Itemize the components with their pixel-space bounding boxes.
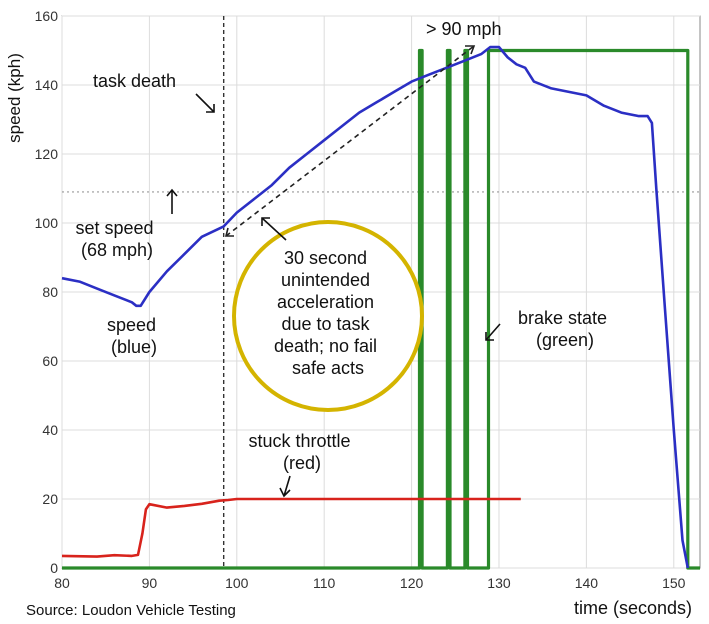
acceleration-dashed-line — [225, 45, 475, 237]
callout-line-5: death; no fail — [274, 336, 377, 356]
y-tick-label: 140 — [35, 77, 59, 93]
arrow-task-death — [195, 93, 215, 113]
y-tick-label: 80 — [42, 284, 58, 300]
acceleration-head-end — [465, 45, 476, 55]
brake-state-label: brake state (green) — [518, 308, 612, 350]
x-tick-label: 120 — [400, 575, 424, 591]
speed-label-line-2: (blue) — [111, 337, 157, 357]
series-group — [61, 45, 700, 570]
y-tick-label: 20 — [42, 491, 58, 507]
set-speed-line-2: (68 mph) — [81, 240, 153, 260]
y-tick-label: 160 — [35, 8, 59, 24]
speed-series-line — [61, 45, 690, 569]
annotation-arrows — [166, 93, 501, 498]
brake-state-line-2: (green) — [536, 330, 594, 350]
callout-line-2: unintended — [281, 270, 370, 290]
arrow-brake — [485, 323, 501, 341]
callout-line-3: acceleration — [277, 292, 374, 312]
x-tick-label: 130 — [487, 575, 511, 591]
brake-state-series-line — [62, 48, 700, 570]
arrow-speed-line-head — [261, 217, 270, 226]
stuck-throttle-line-2: (red) — [283, 453, 321, 473]
tick-labels: 80 90 100 110 120 130 140 150 0 20 40 60 80 100 120 140… — [35, 8, 686, 591]
arrow-set-speed-head — [166, 188, 178, 197]
brake-state-line-1: brake state — [518, 308, 607, 328]
acceleration-arrow — [224, 45, 476, 237]
x-tick-label: 150 — [662, 575, 686, 591]
x-tick-label: 100 — [225, 575, 249, 591]
source-note: Source: Loudon Vehicle Testing — [26, 602, 236, 619]
y-tick-label: 0 — [50, 560, 58, 576]
y-tick-label: 40 — [42, 422, 58, 438]
x-tick-label: 90 — [142, 575, 158, 591]
x-tick-label: 80 — [54, 575, 70, 591]
callout-line-1: 30 second — [284, 248, 367, 268]
callout-line-6: safe acts — [292, 358, 364, 378]
x-axis-title: time (seconds) — [574, 598, 692, 618]
stuck-throttle-line-1: stuck throttle — [248, 431, 350, 451]
x-tick-label: 140 — [575, 575, 599, 591]
speed-label: speed (blue) — [107, 315, 161, 357]
over-90-mph-label: > 90 mph — [426, 19, 502, 39]
arrow-brake-head — [485, 332, 494, 341]
y-axis-title: speed (kph) — [5, 53, 24, 143]
y-tick-label: 100 — [35, 215, 59, 231]
arrow-throttle-head — [279, 487, 291, 498]
y-tick-label: 60 — [42, 353, 58, 369]
set-speed-label: set speed (68 mph) — [75, 218, 158, 260]
set-speed-line-1: set speed — [75, 218, 153, 238]
arrow-task-death-head — [206, 104, 215, 113]
arrow-speed-line — [261, 217, 287, 241]
callout-line-4: due to task — [281, 314, 370, 334]
task-death-label: task death — [93, 71, 176, 91]
grid — [61, 15, 700, 569]
acceleration-head-start — [224, 227, 234, 237]
arrow-throttle — [283, 475, 291, 497]
reference-lines — [62, 16, 700, 568]
speed-label-line-1: speed — [107, 315, 156, 335]
throttle-series-line — [61, 497, 521, 558]
callout-text: 30 second unintended acceleration due to… — [274, 248, 382, 378]
x-tick-label: 110 — [313, 575, 336, 591]
stuck-throttle-label: stuck throttle (red) — [248, 431, 355, 473]
callout-circle — [232, 220, 424, 412]
y-tick-label: 120 — [35, 146, 59, 162]
